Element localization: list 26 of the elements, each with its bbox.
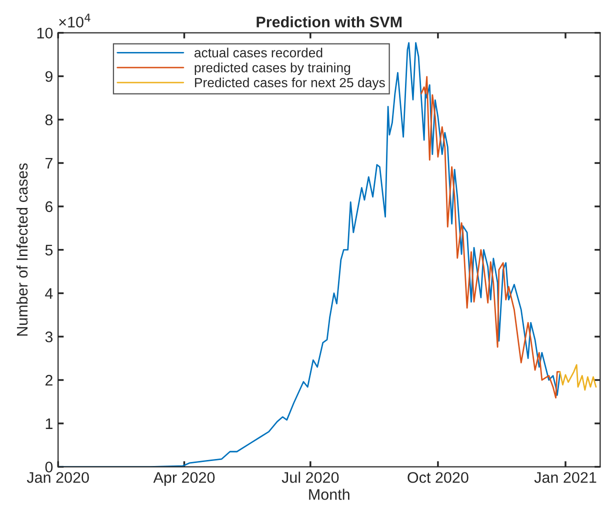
y-tick-label: 10: [37, 28, 53, 39]
x-tick-label: Jan 2021: [534, 472, 596, 483]
x-axis-title: Month: [309, 488, 350, 500]
x-tick-label: Jan 2020: [26, 472, 89, 483]
x-tick-label: Jul 2020: [282, 472, 339, 483]
y-tick-label: 7: [46, 158, 52, 169]
line-series: [58, 42, 561, 467]
legend-label: predicted cases by training: [194, 62, 350, 75]
chart-title: Prediction with SVM: [256, 16, 402, 28]
line-series: [420, 76, 561, 399]
line-series: [559, 364, 597, 391]
y-tick-label: 2: [45, 374, 52, 386]
y-axis-title: Number of Infected cases: [16, 163, 28, 336]
y-tick-label: 4: [45, 288, 53, 299]
x-tick-label: Oct 2020: [408, 472, 468, 483]
y-tick-label: 5: [45, 244, 53, 256]
y-tick-label: 3: [45, 331, 53, 342]
x-tick-label: Apr 2020: [153, 472, 215, 486]
y-tick-label: 8: [45, 114, 53, 126]
y-tick-label: 6: [46, 201, 53, 212]
legend-label: Predicted cases for next 25 days: [195, 78, 385, 90]
y-tick-label: 1: [46, 418, 52, 429]
legend-label: actual cases recorded: [194, 48, 322, 58]
y-tick-label: 0: [45, 462, 53, 472]
y-tick-label: 9: [45, 71, 52, 82]
text: ×10$^{4}$: [59, 14, 90, 28]
